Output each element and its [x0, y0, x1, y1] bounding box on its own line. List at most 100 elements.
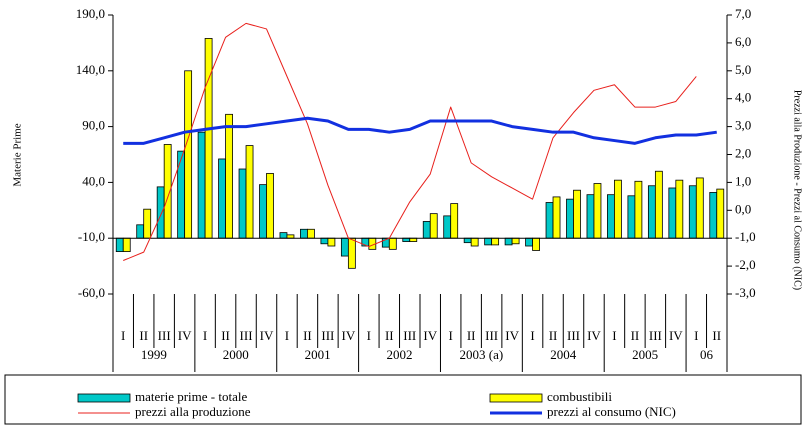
- legend-label: prezzi alla produzione: [135, 404, 251, 419]
- bar: [573, 189, 581, 239]
- x-tick-label: IV: [669, 328, 683, 343]
- y2-tick-label: 2,0: [735, 145, 751, 160]
- y-tick-label: 90,0: [82, 118, 105, 133]
- x-tick-label: II: [712, 328, 721, 343]
- x-tick-label: I: [694, 328, 698, 343]
- bar: [654, 170, 663, 239]
- y-tick-label: -60,0: [78, 285, 105, 300]
- year-label: 06: [700, 347, 714, 362]
- bar: [429, 213, 438, 239]
- bar: [204, 38, 213, 239]
- year-label: 2001: [305, 347, 331, 362]
- y2-tick-label: 0,0: [735, 201, 751, 216]
- y2-axis-title: Prezzi alla Produzione - Prezzi al Consu…: [792, 90, 803, 290]
- bar: [225, 113, 233, 239]
- x-tick-label: III: [567, 328, 580, 343]
- y2-tick-label: 3,0: [735, 118, 751, 133]
- bar: [511, 237, 520, 245]
- bar: [327, 237, 336, 247]
- year-label: 2002: [387, 347, 413, 362]
- bar: [614, 179, 622, 239]
- bar: [463, 237, 472, 244]
- bar: [709, 192, 718, 239]
- line-series: [123, 22, 697, 261]
- bar: [695, 177, 704, 239]
- legend-swatch: [489, 393, 543, 403]
- bar: [300, 228, 308, 239]
- year-label: 2004: [550, 347, 577, 362]
- bar: [340, 237, 349, 257]
- x-tick-label: III: [403, 328, 416, 343]
- x-tick-label: IV: [178, 328, 192, 343]
- x-tick-label: II: [467, 328, 476, 343]
- legend-label: materie prime - totale: [135, 389, 247, 404]
- y2-tick-label: -1,0: [735, 229, 756, 244]
- bar: [716, 188, 725, 239]
- bar: [450, 203, 459, 239]
- bar: [532, 237, 540, 251]
- bar: [484, 237, 493, 246]
- y2-tick-label: 7,0: [735, 6, 751, 21]
- x-tick-label: II: [631, 328, 640, 343]
- bar: [675, 179, 684, 239]
- x-tick-label: IV: [505, 328, 519, 343]
- y-tick-label: 40,0: [82, 173, 105, 188]
- bar: [647, 185, 656, 239]
- bar: [115, 237, 124, 252]
- x-tick-label: IV: [423, 328, 437, 343]
- bar: [470, 237, 479, 247]
- x-tick-label: III: [158, 328, 171, 343]
- bar: [143, 208, 152, 239]
- x-tick-label: I: [203, 328, 207, 343]
- bar: [566, 198, 574, 239]
- bar: [634, 180, 643, 239]
- x-tick-label: III: [240, 328, 253, 343]
- x-tick-label: III: [649, 328, 662, 343]
- bar: [552, 196, 561, 239]
- bar: [443, 215, 452, 239]
- x-tick-label: II: [221, 328, 230, 343]
- legend-swatch: [77, 393, 131, 403]
- bar: [402, 237, 411, 242]
- bar: [245, 145, 254, 239]
- bar: [627, 195, 636, 239]
- bar: [286, 234, 295, 239]
- year-label: 2005: [632, 347, 658, 362]
- bar: [122, 237, 131, 252]
- y2-tick-label: -2,0: [735, 257, 756, 272]
- bar: [525, 237, 533, 247]
- year-label: 2003 (a): [460, 347, 504, 362]
- bar: [593, 183, 602, 239]
- bar: [688, 185, 697, 239]
- bar: [156, 186, 165, 239]
- bar: [218, 158, 226, 239]
- bar: [504, 237, 513, 246]
- legend-label: prezzi al consumo (NIC): [547, 404, 676, 419]
- y2-tick-label: -3,0: [735, 285, 756, 300]
- bar: [279, 232, 288, 239]
- bar: [238, 168, 247, 239]
- year-label: 2000: [223, 347, 249, 362]
- bar: [136, 224, 145, 239]
- bar: [607, 194, 615, 239]
- bar: [422, 221, 431, 239]
- x-tick-label: I: [530, 328, 534, 343]
- bar: [177, 150, 186, 239]
- x-tick-label: IV: [260, 328, 274, 343]
- x-tick-label: IV: [587, 328, 601, 343]
- line-series: [123, 116, 717, 145]
- bar: [409, 237, 418, 242]
- legend-box: [4, 374, 802, 425]
- legend-label: combustibili: [547, 389, 612, 404]
- x-tick-label: I: [121, 328, 125, 343]
- y-tick-label: -10,0: [78, 229, 105, 244]
- x-tick-label: I: [285, 328, 289, 343]
- x-tick-label: III: [485, 328, 498, 343]
- bar: [388, 237, 397, 250]
- x-tick-label: II: [385, 328, 394, 343]
- bar: [259, 184, 267, 239]
- bar: [347, 237, 356, 269]
- bar: [307, 228, 315, 239]
- year-label: 1999: [141, 347, 167, 362]
- x-tick-label: I: [449, 328, 453, 343]
